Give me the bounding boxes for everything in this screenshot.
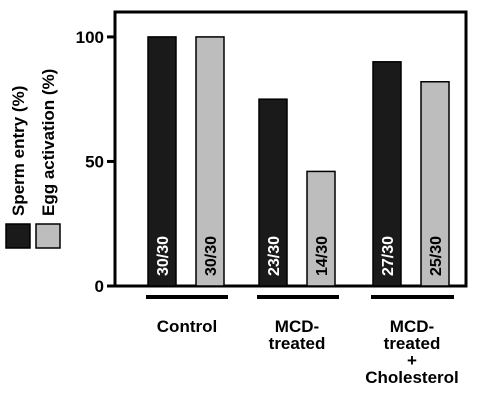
category-label: + (407, 351, 417, 370)
y-tick-label: 50 (85, 152, 104, 171)
legend-swatch (35, 223, 61, 249)
bar (372, 61, 402, 287)
bars: 30/30 23/30 27/30 30/30 14/30 25/30 (147, 36, 450, 287)
category-label: treated (269, 334, 326, 353)
plot-frame (113, 10, 468, 288)
bar-data-label: 14/30 (314, 236, 331, 276)
bar (420, 80, 450, 287)
bar (258, 98, 288, 287)
category-label: MCD- (390, 317, 434, 336)
legend: Sperm entry (%) Egg activation (%) (5, 69, 61, 249)
axes: 0 50 100 (76, 10, 468, 296)
category-labels: Control MCD-treatedMCD-treated+Cholestero… (146, 295, 459, 387)
y-tick-label: 100 (76, 28, 104, 47)
bar-data-label: 27/30 (380, 236, 397, 276)
y-tick-label: 0 (95, 277, 104, 296)
category-label: treated (384, 334, 441, 353)
category-label: Cholesterol (365, 368, 459, 387)
legend-label: Sperm entry (%) (9, 86, 28, 216)
legend-label: Egg activation (%) (39, 69, 58, 216)
bar (306, 170, 336, 287)
bar-data-label: 30/30 (155, 236, 172, 276)
bar-data-label: 30/30 (203, 236, 220, 276)
bar-data-label: 23/30 (266, 236, 283, 276)
bar (147, 36, 177, 287)
category-label: MCD- (275, 317, 319, 336)
legend-swatch (5, 223, 31, 249)
category-label: Control (157, 317, 217, 336)
bar (195, 36, 225, 287)
bar-data-label: 25/30 (428, 236, 445, 276)
